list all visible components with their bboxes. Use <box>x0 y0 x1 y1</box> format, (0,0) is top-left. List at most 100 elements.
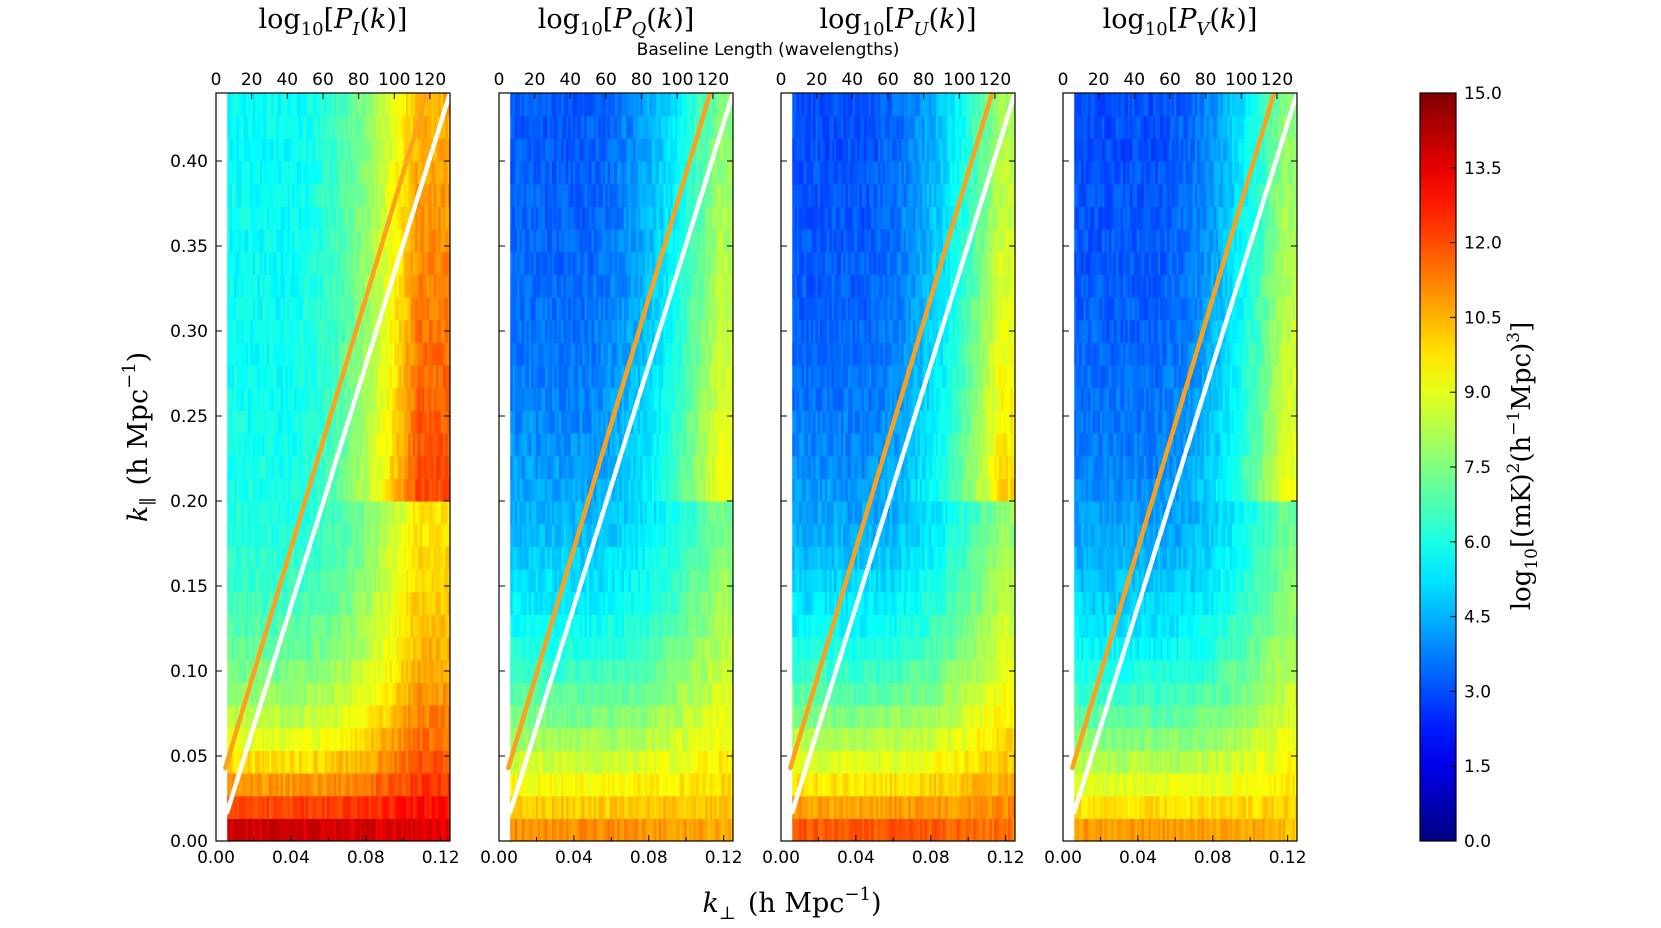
heatmap-cell <box>440 342 444 366</box>
heatmap-cell <box>273 365 277 389</box>
heatmap-cell <box>271 614 275 638</box>
heatmap-cell <box>403 773 407 797</box>
heatmap-cell <box>596 546 600 570</box>
heatmap-cell <box>572 206 576 230</box>
heatmap-cell <box>234 93 238 117</box>
heatmap-cell <box>568 183 572 207</box>
heatmap-cell <box>616 478 620 502</box>
heatmap-cell <box>231 365 235 389</box>
heatmap-cell <box>327 433 330 457</box>
heatmap-cell <box>264 251 268 275</box>
heatmap-cell <box>422 637 426 661</box>
heatmap-cell <box>322 795 326 819</box>
heatmap-cell <box>447 637 450 661</box>
heatmap-cell <box>628 138 632 162</box>
heatmap-cell <box>445 750 449 774</box>
heatmap-cell <box>375 682 379 706</box>
heatmap-cell <box>292 773 296 797</box>
heatmap-cell <box>333 750 337 774</box>
heatmap-cell <box>343 773 347 797</box>
heatmap-cell <box>331 138 335 162</box>
heatmap-cell <box>310 818 314 841</box>
heatmap-cell <box>227 115 231 139</box>
heatmap-cell <box>248 501 252 525</box>
heatmap-cell <box>517 342 521 366</box>
heatmap-cell <box>366 546 370 570</box>
heatmap-cell <box>528 274 532 298</box>
heatmap-cell <box>389 251 393 275</box>
heatmap-cell <box>345 614 349 638</box>
heatmap-cell <box>252 410 256 434</box>
heatmap-cell <box>596 614 600 638</box>
heatmap-cell <box>619 183 623 207</box>
heatmap-cell <box>389 229 393 253</box>
heatmap-cell <box>533 93 537 117</box>
heatmap-cell <box>401 433 405 457</box>
heatmap-cell <box>361 93 365 117</box>
heatmap-cell <box>589 523 593 547</box>
heatmap-cell <box>340 161 344 185</box>
heatmap-cell <box>445 455 449 479</box>
heatmap-cell <box>552 614 555 638</box>
heatmap-cell <box>598 818 602 841</box>
heatmap-cell <box>429 410 433 434</box>
heatmap-cell <box>269 342 272 366</box>
heatmap-cell <box>245 297 249 321</box>
heatmap-cell <box>531 183 535 207</box>
heatmap-cell <box>306 319 310 343</box>
heatmap-cell <box>285 455 289 479</box>
heatmap-cell <box>259 591 263 615</box>
heatmap-cell <box>336 818 340 841</box>
heatmap-cell <box>412 682 416 706</box>
heatmap-cell <box>410 659 414 683</box>
heatmap-cell <box>570 229 574 253</box>
heatmap-cell <box>422 297 426 321</box>
heatmap-cell <box>299 229 303 253</box>
heatmap-cell <box>545 342 548 366</box>
heatmap-cell <box>327 274 330 298</box>
heatmap-cell <box>296 433 300 457</box>
heatmap-cell <box>236 206 240 230</box>
heatmap-cell <box>591 93 595 117</box>
heatmap-cell <box>359 161 363 185</box>
heatmap-cell <box>542 614 546 638</box>
heatmap-cell <box>347 478 351 502</box>
heatmap-cell <box>589 501 593 525</box>
heatmap-cell <box>579 591 583 615</box>
heatmap-cell <box>607 523 611 547</box>
heatmap-cell <box>563 614 567 638</box>
heatmap-cell <box>547 410 551 434</box>
heatmap-cell <box>303 773 307 797</box>
heatmap-cell <box>257 455 261 479</box>
heatmap-cell <box>340 637 344 661</box>
heatmap-cell <box>535 206 539 230</box>
heatmap-cell <box>378 750 381 774</box>
heatmap-cell <box>521 637 525 661</box>
heatmap-cell <box>391 569 395 593</box>
heatmap-cell <box>371 795 375 819</box>
heatmap-cell <box>287 274 291 298</box>
heatmap-cell <box>315 297 319 321</box>
heatmap-cell <box>429 365 433 389</box>
heatmap-cell <box>431 614 435 638</box>
heatmap-cell <box>366 183 370 207</box>
heatmap-cell <box>426 659 430 683</box>
heatmap-cell <box>248 705 252 729</box>
heatmap-cell <box>621 750 625 774</box>
heatmap-cell <box>614 727 618 751</box>
heatmap-cell <box>619 206 623 230</box>
heatmap-cell <box>257 93 261 117</box>
heatmap-cell <box>415 319 419 343</box>
heatmap-cell <box>398 727 402 751</box>
heatmap-cell <box>333 523 337 547</box>
heatmap-cell <box>623 546 627 570</box>
heatmap-cell <box>382 614 386 638</box>
heatmap-cell <box>570 251 574 275</box>
heatmap-cell <box>443 138 446 162</box>
heatmap-cell <box>514 183 518 207</box>
heatmap-cell <box>373 297 377 321</box>
heatmap-cell <box>526 501 530 525</box>
heatmap-cell <box>354 410 358 434</box>
heatmap-cell <box>403 795 407 819</box>
